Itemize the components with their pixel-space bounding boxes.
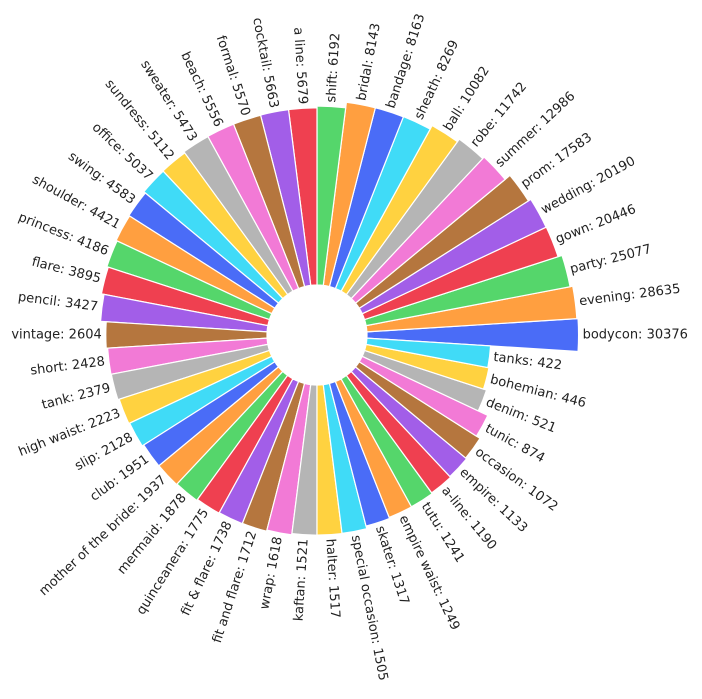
bar: [105, 321, 268, 349]
bar: [128, 355, 276, 447]
bar: [354, 360, 481, 459]
value-label: pencil: 3427: [17, 290, 99, 315]
value-label: quinceanera: 1775: [134, 506, 212, 618]
bar: [316, 105, 347, 287]
bar: [354, 174, 530, 310]
value-label: tanks: 422: [493, 350, 563, 374]
value-label: gown: 20446: [554, 202, 639, 247]
bar: [266, 382, 312, 536]
value-label: short: 2428: [30, 354, 106, 378]
bar: [115, 215, 276, 315]
value-label: wrap: 1618: [257, 535, 286, 610]
value-label: formal: 5570: [213, 34, 253, 118]
value-label: a line: 5679: [290, 27, 310, 105]
bar: [345, 370, 452, 494]
value-label: shift: 6192: [324, 32, 343, 102]
value-label: bodycon: 30376: [583, 328, 688, 343]
bar: [363, 254, 571, 327]
value-label: flare: 3895: [30, 255, 102, 287]
bar: [183, 135, 294, 296]
bar: [365, 337, 492, 369]
bar: [128, 192, 280, 310]
value-label: kaftan: 1521: [292, 538, 312, 621]
bar: [100, 266, 271, 327]
bar: [345, 138, 484, 300]
bar: [340, 124, 459, 296]
bar: [322, 382, 368, 535]
bar: [142, 170, 284, 304]
bar: [358, 355, 489, 438]
bar: [106, 240, 273, 321]
bar: [158, 366, 284, 486]
value-label: evening: 28635: [578, 282, 681, 310]
value-label: party: 25077: [569, 242, 653, 277]
value-label: halter: 1517: [322, 538, 342, 618]
bar: [350, 366, 468, 478]
value-label: cocktail: 5663: [249, 16, 281, 109]
bar: [365, 285, 578, 333]
bar: [241, 380, 306, 532]
value-label: bridal: 8143: [354, 22, 383, 102]
value-label: empire waist: 1249: [395, 513, 462, 633]
bar: [110, 343, 271, 401]
bar: [366, 317, 580, 353]
value-label: tank: 2379: [40, 381, 112, 413]
bar: [322, 101, 377, 288]
bar: [118, 349, 273, 425]
bar: [350, 156, 506, 304]
bar: [176, 370, 289, 502]
value-label: vintage: 2604: [11, 328, 101, 343]
bar: [361, 349, 488, 412]
bar: [328, 380, 391, 527]
bar: [363, 343, 490, 390]
bar: [99, 293, 269, 333]
bar: [358, 198, 547, 315]
bar: [340, 374, 434, 508]
value-label: occasion: 1072: [472, 445, 560, 515]
